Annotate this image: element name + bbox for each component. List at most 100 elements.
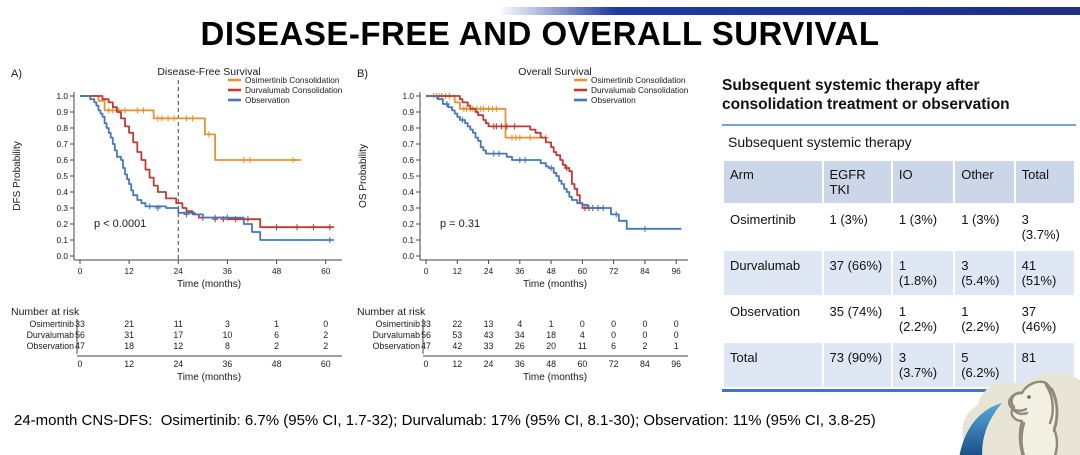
x-tick-label: 48 (272, 266, 282, 276)
y-axis-title: DFS Probability (12, 141, 23, 210)
value-cell: 1 (3%) (892, 204, 954, 249)
value-cell: 5 (6.2%) (955, 342, 1014, 387)
value-cell: 37 (66%) (823, 250, 891, 295)
x-tick-label: 36 (515, 266, 525, 276)
risk-tick-label: 36 (223, 359, 233, 369)
table-top-border (722, 123, 1076, 126)
x-tick-label: 0 (78, 266, 83, 276)
y-tick-label: 0.2 (56, 219, 68, 229)
risk-value: 11 (578, 341, 587, 351)
x-tick-label: 36 (223, 266, 233, 276)
risk-value: 0 (611, 319, 616, 329)
risk-value: 33 (421, 319, 431, 329)
arm-cell: Observation (724, 296, 822, 341)
table-header-row: Arm EGFR TKI IO Other Total (724, 160, 1074, 203)
risk-value: 0 (674, 319, 679, 329)
risk-value: 26 (515, 341, 525, 351)
legend-label: Observation (591, 95, 636, 105)
logo-water-swoosh (959, 403, 1002, 455)
y-tick-label: 0.4 (402, 187, 414, 197)
y-tick-label: 0.1 (56, 235, 68, 245)
x-tick-label: 24 (484, 266, 494, 276)
risk-value: 6 (274, 330, 279, 340)
column-header: EGFR TKI (823, 160, 891, 203)
table-row: Durvalumab 37 (66%) 1 (1.8%) 3 (5.4%) 41 (51… (724, 250, 1074, 295)
risk-value: 56 (75, 330, 85, 340)
value-cell: 1 (3%) (955, 204, 1014, 249)
risk-row-label: Osimertinib (376, 319, 421, 329)
risk-tick-label: 60 (321, 359, 331, 369)
therapy-table-title: Subsequent systemic therapy after consol… (722, 77, 1010, 114)
y-tick-label: 0.4 (56, 187, 68, 197)
legend-label: Osimertinib Consolidation (591, 75, 686, 85)
y-tick-label: 0.1 (402, 235, 414, 245)
risk-value: 6 (611, 341, 616, 351)
value-cell: 73 (90%) (823, 342, 891, 387)
merlion-eye (1027, 395, 1031, 399)
value-cell: 35 (74%) (823, 296, 891, 341)
risk-row-label: Durvalumab (373, 330, 421, 340)
risk-value: 8 (225, 341, 230, 351)
table-row: Osimertinib 1 (3%) 1 (3%) 1 (3%) 3 (3.7%) (724, 204, 1074, 249)
risk-value: 1 (549, 319, 554, 329)
risk-value: 18 (124, 341, 134, 351)
x-tick-label: 96 (672, 266, 682, 276)
risk-value: 43 (484, 330, 494, 340)
risk-value: 0 (642, 330, 647, 340)
x-axis-title: Time (months) (177, 279, 241, 290)
cns-dfs-footnote: 24-month CNS-DFS: Osimertinib: 6.7% (95%… (14, 412, 876, 429)
y-tick-label: 0.5 (402, 171, 414, 181)
risk-row-label: Osimertinib (30, 319, 75, 329)
x-tick-label: 60 (321, 266, 331, 276)
x-tick-label: 0 (424, 266, 429, 276)
risk-value: 1 (274, 319, 279, 329)
risk-value: 0 (642, 319, 647, 329)
risk-tick-label: 0 (78, 359, 83, 369)
legend-label: Durvalumab Consolidation (591, 85, 689, 95)
y-tick-label: 0.7 (56, 139, 68, 149)
risk-value: 0 (674, 330, 679, 340)
risk-value: 2 (642, 341, 647, 351)
y-tick-label: 0.0 (402, 251, 414, 261)
risk-tick-label: 48 (272, 359, 282, 369)
risk-value: 47 (75, 341, 85, 351)
risk-value: 0 (580, 319, 585, 329)
risk-tick-label: 36 (515, 359, 525, 369)
risk-axis-title: Time (months) (523, 372, 587, 383)
risk-value: 12 (173, 341, 183, 351)
risk-tick-label: 24 (173, 359, 183, 369)
km-curve (80, 95, 334, 241)
value-cell: 1 (1.8%) (892, 250, 954, 295)
risk-value: 33 (75, 319, 85, 329)
x-tick-label: 24 (174, 266, 184, 276)
risk-value: 0 (611, 330, 616, 340)
risk-value: 56 (421, 330, 431, 340)
risk-tick-label: 0 (424, 359, 429, 369)
value-cell: 37 (46%) (1015, 296, 1074, 341)
risk-value: 0 (323, 319, 328, 329)
risk-value: 31 (124, 330, 134, 340)
x-tick-label: 12 (453, 266, 463, 276)
p-value: p = 0.31 (440, 218, 480, 230)
risk-value: 1 (674, 341, 679, 351)
value-cell: 3 (5.4%) (955, 250, 1014, 295)
chart-title: Overall Survival (518, 66, 592, 78)
risk-row-label: Observation (373, 341, 421, 351)
risk-value: 4 (580, 330, 585, 340)
risk-value: 2 (323, 341, 328, 351)
x-tick-label: 60 (578, 266, 588, 276)
page-title: DISEASE-FREE AND OVERALL SURVIVAL (200, 15, 880, 52)
header-blue-bar (498, 7, 1080, 15)
y-tick-label: 0.3 (402, 203, 414, 213)
p-value: p < 0.0001 (94, 218, 146, 230)
y-tick-label: 0.9 (56, 107, 68, 117)
y-tick-label: 0.0 (56, 251, 68, 261)
risk-tick-label: 12 (124, 359, 134, 369)
y-axis-title: OS Probability (358, 144, 369, 208)
value-cell: 41 (51%) (1015, 250, 1074, 295)
risk-value: 17 (173, 330, 183, 340)
y-tick-label: 0.6 (402, 155, 414, 165)
